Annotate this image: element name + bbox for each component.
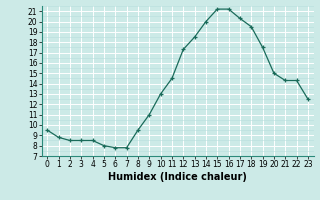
X-axis label: Humidex (Indice chaleur): Humidex (Indice chaleur): [108, 172, 247, 182]
